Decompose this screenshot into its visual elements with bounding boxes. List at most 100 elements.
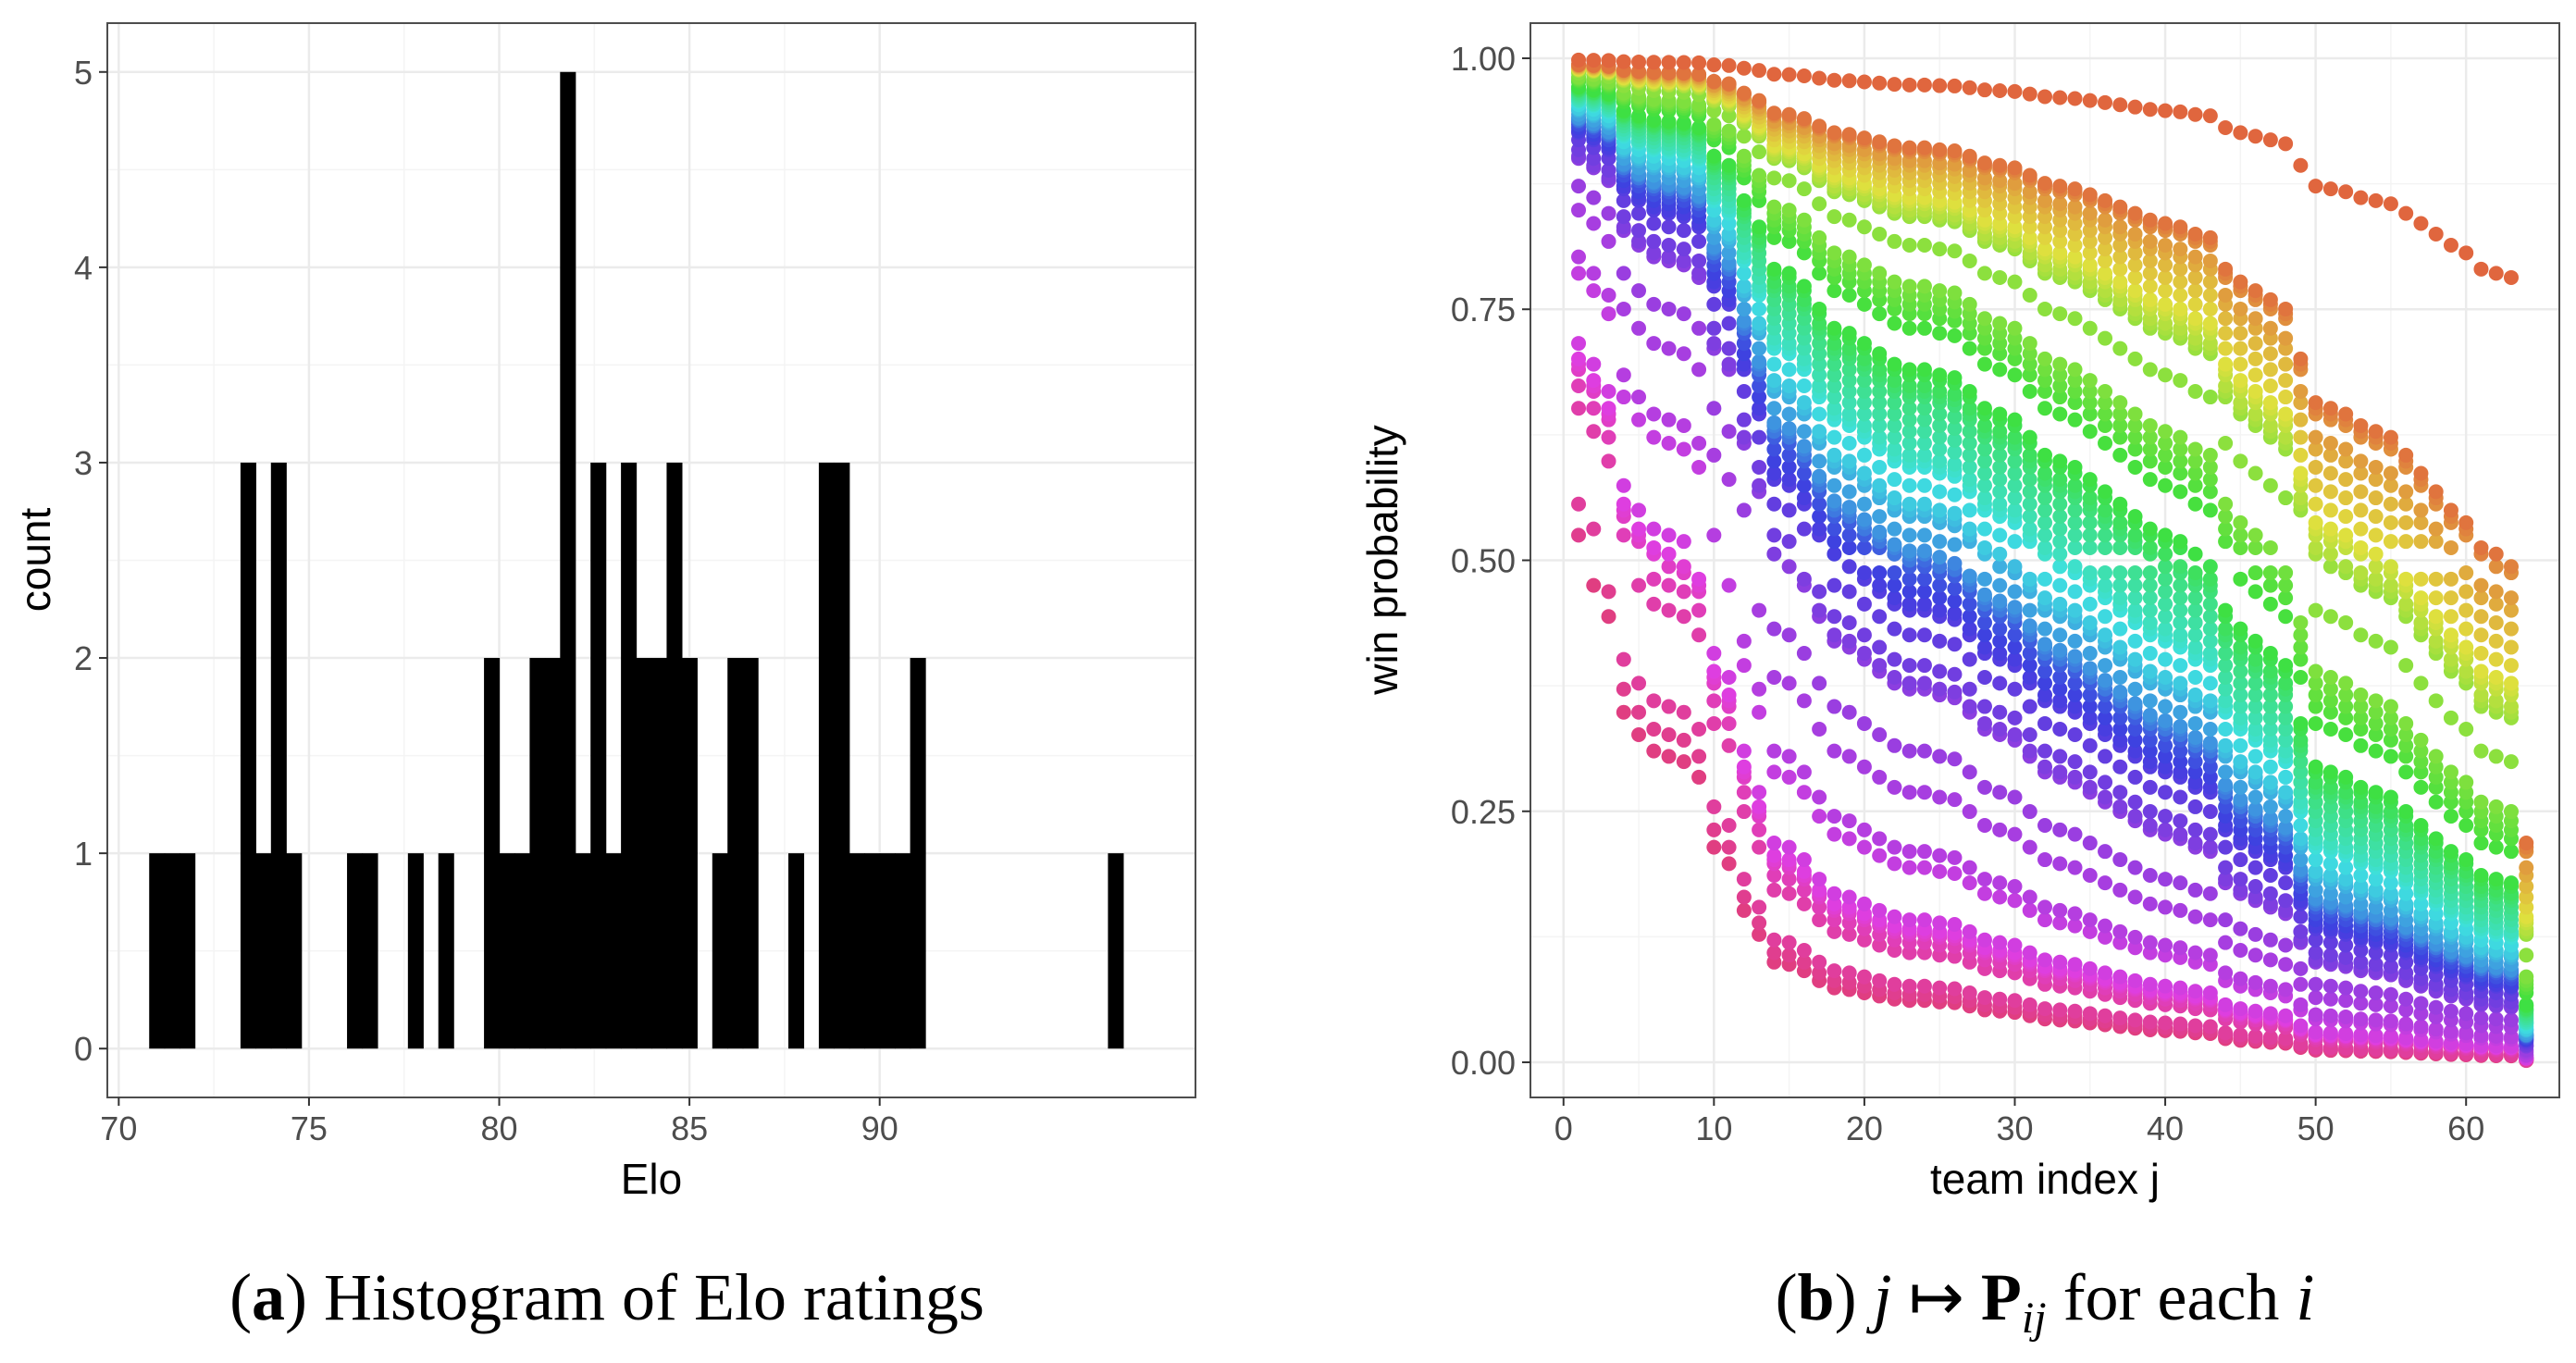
scatter-point <box>1992 83 2008 99</box>
scatter-point <box>2052 521 2068 537</box>
scatter-point <box>1932 633 1948 649</box>
scatter-point <box>1676 704 1691 720</box>
scatter-point <box>1962 384 1977 400</box>
scatter-point <box>1887 856 1902 872</box>
scatter-point <box>2158 424 2174 440</box>
scatter-point <box>2278 577 2294 593</box>
scatter-point <box>2173 764 2188 780</box>
x-tick-label: 60 <box>2447 1109 2484 1147</box>
scatter-point <box>1721 76 1737 92</box>
scatter-x-axis: 0 10 20 30 40 50 60 <box>1554 1097 2484 1147</box>
scatter-point <box>1646 571 1662 587</box>
scatter-point <box>1887 274 1902 290</box>
scatter-point <box>1947 456 1963 472</box>
scatter-point <box>1616 477 1631 493</box>
scatter-point <box>2173 590 2188 606</box>
scatter-point <box>1947 684 1963 700</box>
scatter-point <box>1856 596 1872 612</box>
scatter-point <box>1796 764 1812 780</box>
scatter-point <box>2202 985 2218 1001</box>
scatter-point <box>2308 863 2323 879</box>
scatter-point <box>2082 836 2098 851</box>
scatter-point <box>2173 658 2188 674</box>
scatter-point <box>1887 417 1902 433</box>
scatter-point <box>1812 509 1827 525</box>
scatter-point <box>2262 811 2278 826</box>
scatter-point <box>1796 521 1812 537</box>
scatter-point <box>1887 976 1902 992</box>
scatter-point <box>2413 818 2429 834</box>
scatter-point <box>1646 233 1662 249</box>
scatter-point <box>2218 119 2234 135</box>
scatter-point <box>1962 424 1977 440</box>
scatter-point <box>2398 484 2414 500</box>
scatter-point <box>2037 373 2052 389</box>
scatter-point <box>2187 984 2203 999</box>
scatter-point <box>2173 219 2188 235</box>
scatter-point <box>2082 233 2098 249</box>
scatter-point <box>2112 969 2128 985</box>
scatter-point <box>2037 362 2052 378</box>
scatter-point <box>1736 356 1752 372</box>
scatter-point <box>2353 721 2369 737</box>
scatter-point <box>2067 527 2083 543</box>
scatter-point <box>2278 937 2294 953</box>
scatter-point <box>1646 65 1662 81</box>
scatter-point <box>1781 406 1797 422</box>
scatter-point <box>1856 565 1872 581</box>
scatter-point <box>1841 395 1857 411</box>
scatter-point <box>1947 666 1963 682</box>
scatter-point <box>2503 675 2519 691</box>
scatter-point <box>2022 602 2037 618</box>
scatter-point <box>1706 822 1722 837</box>
scatter-y-axis-title: win probability <box>1358 425 1406 695</box>
scatter-point <box>2488 584 2504 600</box>
scatter-point <box>2428 759 2444 774</box>
scatter-point <box>2098 395 2113 411</box>
scatter-point <box>2293 412 2309 427</box>
scatter-point <box>2187 269 2203 285</box>
scatter-point <box>2202 735 2218 750</box>
scatter-point <box>2248 351 2263 366</box>
scatter-point <box>1947 537 1963 552</box>
scatter-point <box>2338 1009 2354 1024</box>
scatter-point <box>2353 984 2369 999</box>
scatter-point <box>2398 205 2414 221</box>
scatter-point <box>1887 77 1902 93</box>
scatter-point <box>2112 417 2128 433</box>
scatter-point <box>2218 311 2234 327</box>
scatter-point <box>1691 253 1707 268</box>
scatter-point <box>2248 311 2263 327</box>
scatter-point <box>1932 915 1948 931</box>
scatter-point <box>1901 945 1917 960</box>
scatter-point <box>2052 356 2068 372</box>
scatter-point <box>2248 565 2263 581</box>
scatter-point <box>2052 822 2068 837</box>
scatter-point <box>1706 117 1722 132</box>
scatter-point <box>1781 935 1797 950</box>
scatter-point <box>2173 441 2188 457</box>
scatter-point <box>1796 785 1812 800</box>
scatter-point <box>1766 669 1782 685</box>
scatter-point <box>1796 424 1812 440</box>
scatter-point <box>2007 341 2023 356</box>
scatter-point <box>2262 978 2278 994</box>
histogram-bar <box>362 853 378 1049</box>
scatter-point <box>2278 390 2294 405</box>
x-tick-label: 85 <box>671 1109 708 1147</box>
scatter-point <box>2262 477 2278 493</box>
scatter-point <box>2458 721 2474 737</box>
scatter-point <box>1827 245 1842 261</box>
scatter-point <box>2293 923 2309 939</box>
scatter-point <box>2052 90 2068 105</box>
scatter-point <box>2142 707 2158 723</box>
scatter-point <box>2293 465 2309 481</box>
scatter-point <box>2398 1030 2414 1046</box>
scatter-point <box>2158 367 2174 383</box>
scatter-point <box>1752 785 1767 800</box>
scatter-point <box>2262 565 2278 581</box>
scatter-point <box>2142 291 2158 307</box>
scatter-point <box>1976 521 1992 537</box>
scatter-point <box>2322 436 2338 452</box>
scatter-point <box>1812 356 1827 372</box>
